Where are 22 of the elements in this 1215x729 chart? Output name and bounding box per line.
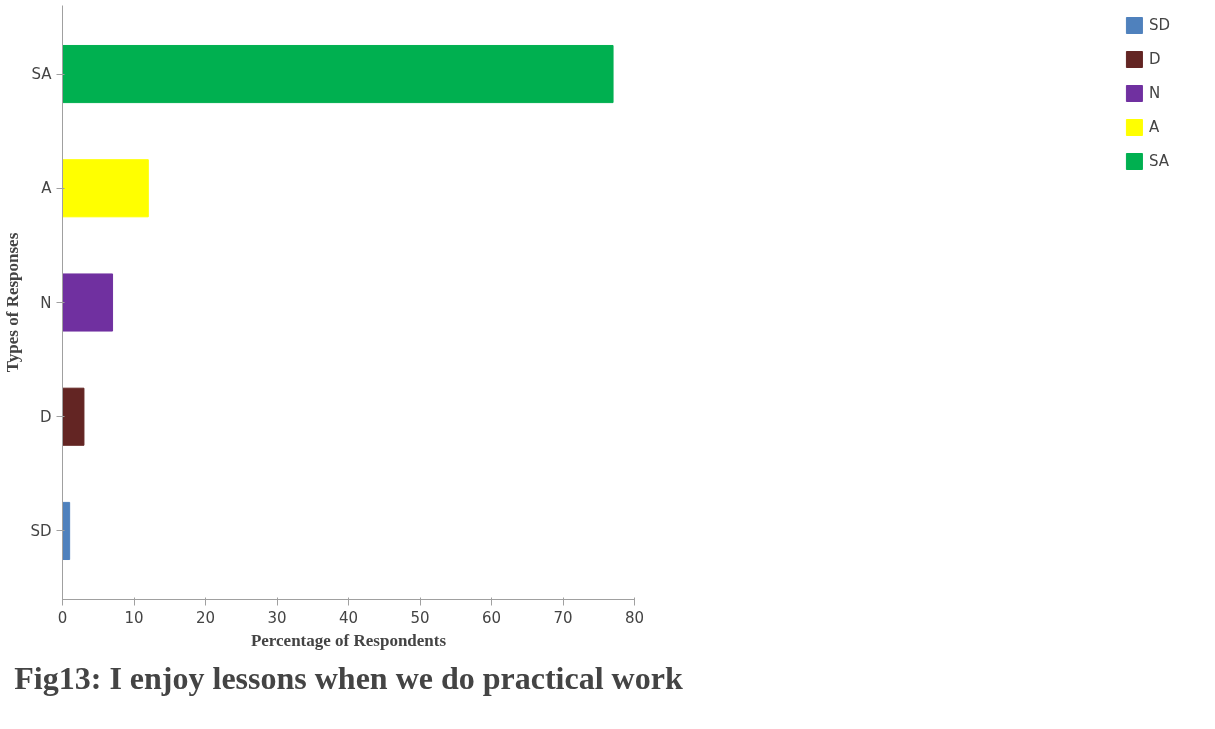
legend-label: N: [1148, 84, 1162, 102]
x-tick-label: 80: [624, 608, 645, 627]
x-tick-label: 40: [338, 608, 359, 627]
x-tick-label: 0: [57, 608, 68, 627]
legend-label: SD: [1148, 16, 1170, 34]
x-tick-label: 10: [124, 608, 144, 627]
x-axis-title: Percentage of Respondents: [250, 630, 447, 650]
y-tick-label: D: [39, 407, 52, 426]
y-axis-title: Types of Responses: [3, 232, 23, 373]
x-tick-label: 60: [481, 608, 502, 627]
x-tick-label: 70: [553, 608, 573, 627]
y-tick-label: SD: [30, 521, 52, 540]
y-tick-label: N: [40, 293, 52, 312]
text: Fig13: I enjoy lessons when we do practical work: [14, 659, 683, 696]
legend-label: D: [1148, 50, 1162, 68]
y-tick-label: SA: [31, 65, 53, 84]
x-tick-label: 50: [410, 608, 430, 627]
x-tick-label: 30: [267, 608, 287, 627]
y-tick-label: A: [41, 179, 53, 198]
legend-label: SA: [1148, 152, 1169, 170]
x-tick-label: 20: [195, 608, 216, 627]
legend-label: A: [1148, 118, 1161, 136]
